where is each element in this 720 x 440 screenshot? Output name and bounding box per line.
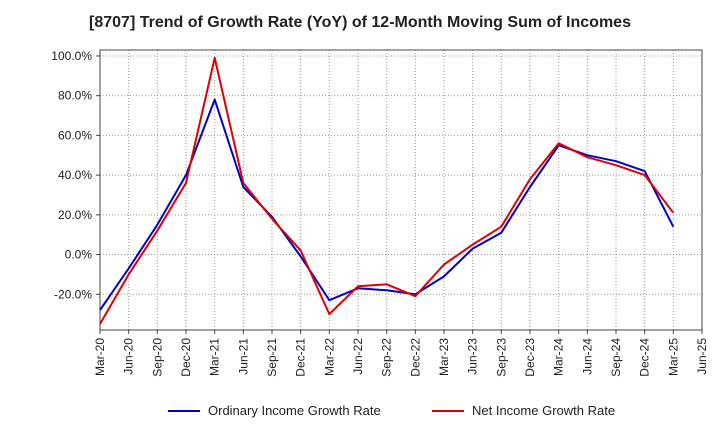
x-tick-label: Dec-21 xyxy=(294,338,308,377)
series-line-2 xyxy=(99,56,675,325)
x-tick-label: Dec-22 xyxy=(408,338,422,377)
x-tick-label: Mar-22 xyxy=(322,338,336,376)
x-tick-label: Dec-24 xyxy=(638,338,652,377)
x-tick-label: Dec-20 xyxy=(179,338,193,377)
chart-title: [8707] Trend of Growth Rate (YoY) of 12-… xyxy=(89,14,631,31)
x-tick-label: Mar-25 xyxy=(666,338,680,376)
y-tick-label: 20.0% xyxy=(58,208,92,222)
x-tick-label: Jun-23 xyxy=(466,338,480,375)
legend-label-1: Ordinary Income Growth Rate xyxy=(208,403,381,418)
x-tick-label: Jun-25 xyxy=(695,338,709,375)
x-tick-label: Sep-21 xyxy=(265,338,279,377)
x-tick-label: Sep-23 xyxy=(494,338,508,377)
x-tick-label: Mar-20 xyxy=(93,338,107,376)
x-tick-label: Mar-24 xyxy=(552,338,566,376)
x-tick-label: Sep-24 xyxy=(609,338,623,377)
x-tick-label: Jun-20 xyxy=(122,338,136,375)
y-tick-label: -20.0% xyxy=(54,287,92,301)
x-tick-label: Jun-21 xyxy=(236,338,250,375)
x-tick-label: Mar-23 xyxy=(437,338,451,376)
y-tick-label: 0.0% xyxy=(65,248,93,262)
y-tick-label: 80.0% xyxy=(58,89,92,103)
x-tick-label: Jun-22 xyxy=(351,338,365,375)
x-tick-label: Dec-23 xyxy=(523,338,537,377)
y-tick-label: 100.0% xyxy=(51,49,92,63)
legend-label-2: Net Income Growth Rate xyxy=(472,403,615,418)
x-tick-label: Jun-24 xyxy=(580,338,594,375)
x-tick-label: Sep-20 xyxy=(150,338,164,377)
y-tick-label: 60.0% xyxy=(58,128,92,142)
x-tick-label: Sep-22 xyxy=(380,338,394,377)
x-tick-label: Mar-21 xyxy=(208,338,222,376)
plot-frame xyxy=(99,49,703,331)
y-tick-label: 40.0% xyxy=(58,168,92,182)
